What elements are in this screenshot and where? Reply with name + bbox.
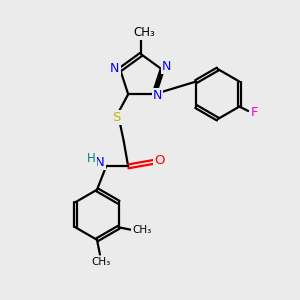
Text: N: N <box>95 156 104 170</box>
Text: CH₃: CH₃ <box>132 225 151 235</box>
Text: CH₃: CH₃ <box>92 257 111 267</box>
Text: H: H <box>87 152 96 165</box>
Text: S: S <box>112 111 121 124</box>
Text: CH₃: CH₃ <box>133 26 155 39</box>
Text: N: N <box>153 89 162 102</box>
Text: N: N <box>162 60 171 73</box>
Text: O: O <box>154 154 164 167</box>
Text: F: F <box>250 106 258 119</box>
Text: N: N <box>110 61 120 75</box>
